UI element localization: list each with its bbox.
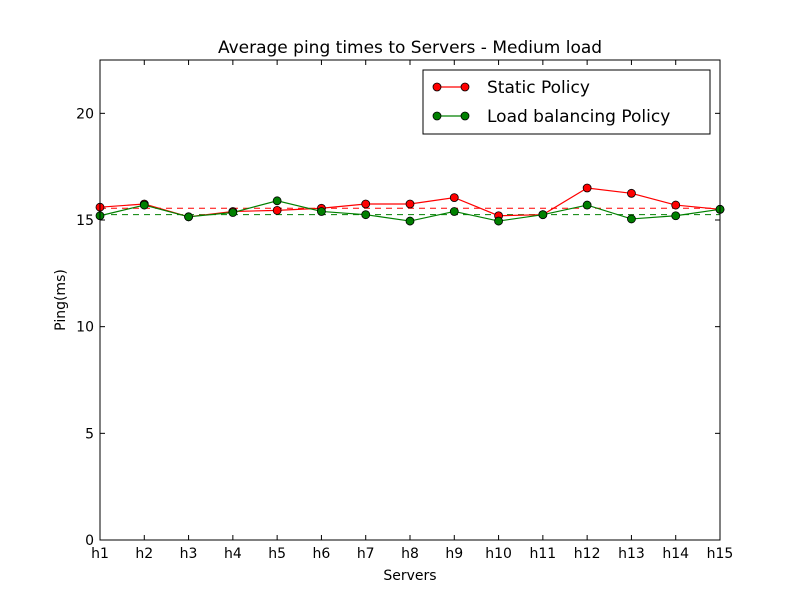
x-tick-label: h7	[357, 546, 375, 562]
y-tick-label: 0	[85, 533, 94, 549]
data-point	[449, 207, 459, 216]
data-point	[272, 205, 282, 215]
data-point	[671, 200, 681, 210]
chart-title: Average ping times to Servers - Medium l…	[218, 38, 602, 58]
legend-marker	[432, 111, 442, 121]
data-point	[228, 208, 238, 217]
data-point	[449, 193, 459, 203]
data-point	[405, 199, 415, 209]
legend-label: Static Policy	[487, 78, 590, 98]
x-tick-label: h1	[91, 546, 109, 562]
x-tick-label: h15	[707, 546, 734, 562]
y-axis-label: Ping(ms)	[53, 269, 69, 331]
legend-marker	[460, 111, 470, 121]
data-point	[627, 214, 636, 224]
data-point	[494, 216, 503, 226]
x-tick-label: h2	[135, 546, 153, 562]
x-tick-label: h11	[530, 546, 557, 562]
data-point	[361, 210, 371, 220]
data-point	[582, 183, 592, 193]
y-tick-label: 15	[76, 213, 94, 229]
y-tick-label: 10	[76, 320, 94, 336]
x-tick-label: h12	[574, 546, 601, 562]
y-axis-ticks: 0 5 10 15 20	[76, 106, 720, 549]
data-point	[405, 216, 415, 226]
x-tick-label: h10	[485, 546, 512, 562]
data-point	[139, 200, 149, 210]
legend-marker	[432, 82, 442, 92]
legend: Static Policy Load balancing Policy	[422, 69, 711, 135]
x-axis-ticks: h1 h2 h3 h4 h5 h6 h7 h8 h9 h10 h11 h12 h13 h14 h15	[91, 60, 733, 562]
x-tick-label: h3	[180, 546, 198, 562]
data-point	[582, 200, 592, 210]
legend-label: Load balancing Policy	[487, 107, 670, 127]
data-point	[671, 211, 681, 221]
x-tick-label: h8	[401, 546, 419, 562]
x-tick-label: h9	[445, 546, 463, 562]
x-tick-label: h13	[618, 546, 645, 562]
legend-marker	[460, 82, 470, 92]
mean-lines	[100, 207, 720, 216]
legend-box	[422, 69, 711, 135]
data-point	[538, 210, 548, 220]
y-tick-label: 5	[85, 426, 94, 442]
x-axis-label: Servers	[383, 568, 436, 584]
series-group	[95, 183, 725, 226]
data-point	[272, 196, 282, 206]
x-tick-label: h4	[224, 546, 242, 562]
data-point	[361, 199, 371, 209]
y-tick-label: 20	[76, 106, 94, 122]
x-tick-label: h6	[313, 546, 331, 562]
data-point	[627, 188, 636, 198]
data-point	[317, 207, 326, 216]
x-tick-label: h5	[268, 546, 286, 562]
x-tick-label: h14	[662, 546, 689, 562]
data-point	[184, 212, 193, 222]
